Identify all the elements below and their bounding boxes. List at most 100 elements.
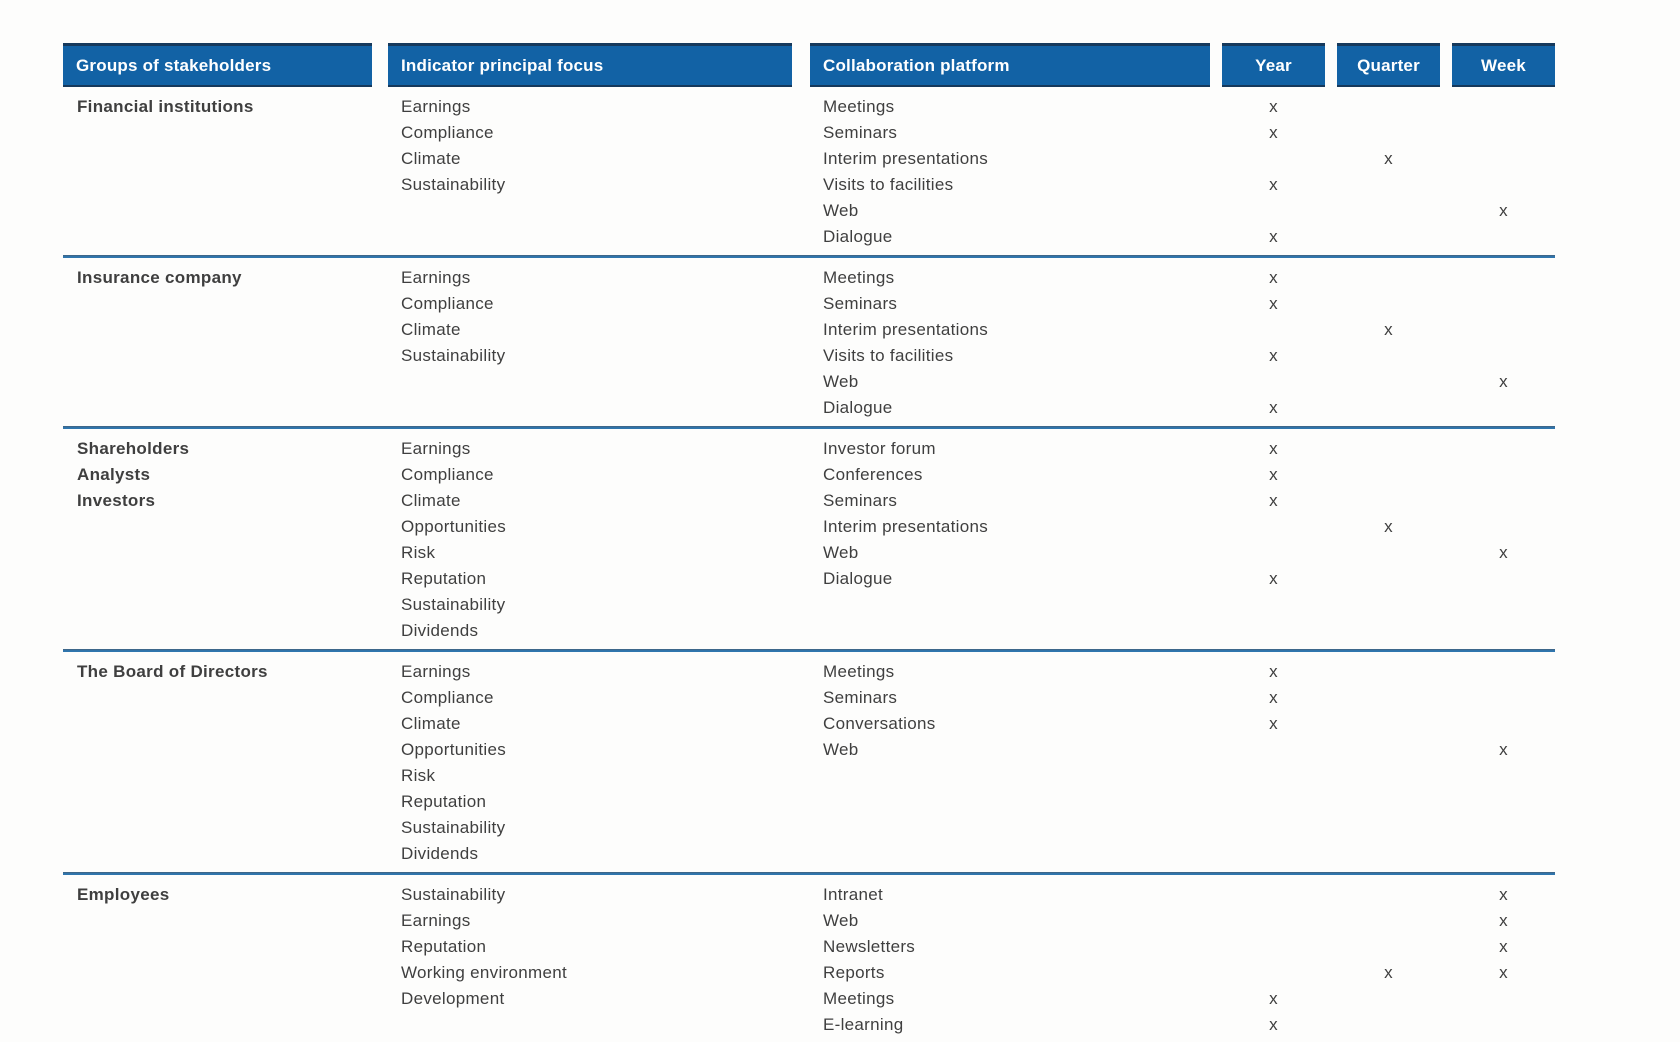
indicator-item [388, 1012, 792, 1038]
indicator-item: Climate [401, 320, 461, 339]
gap [792, 789, 810, 815]
week-mark [1452, 436, 1555, 462]
quarter-mark [1337, 815, 1440, 841]
indicator-item: Reputation [401, 569, 487, 588]
gap [1440, 172, 1452, 198]
quarter-mark [1337, 841, 1440, 867]
gap [792, 685, 810, 711]
gap [1440, 291, 1452, 317]
week-mark [1452, 592, 1555, 618]
indicator-item: Dividends [401, 621, 479, 640]
quarter-mark [1337, 789, 1440, 815]
gap [792, 618, 810, 644]
quarter-mark [1337, 737, 1440, 763]
gap [1210, 224, 1222, 250]
gap [1210, 146, 1222, 172]
group-name [63, 737, 372, 763]
group-name [63, 960, 372, 986]
platform-item: Seminars [823, 688, 898, 707]
year-mark: x [1269, 569, 1278, 588]
gap [1440, 395, 1452, 421]
table-row: Reputation Newsletters x [63, 934, 1555, 960]
group-name [63, 841, 372, 867]
gap [372, 960, 388, 986]
quarter-mark [1337, 265, 1440, 291]
gap [372, 265, 388, 291]
platform-item: Web [823, 372, 859, 391]
gap [372, 146, 388, 172]
gap [1325, 934, 1337, 960]
gap [1440, 763, 1452, 789]
group-separator-line [63, 426, 1555, 429]
table-row: Reputation [63, 789, 1555, 815]
gap [1440, 908, 1452, 934]
indicator-item: Reputation [401, 937, 487, 956]
quarter-mark [1337, 436, 1440, 462]
group-name [63, 763, 372, 789]
gap [1440, 789, 1452, 815]
table-row: Sustainability Visits to facilities x [63, 343, 1555, 369]
gap [1210, 618, 1222, 644]
gap [792, 369, 810, 395]
quarter-mark [1337, 566, 1440, 592]
gap [372, 986, 388, 1012]
table-row: Risk Web x [63, 540, 1555, 566]
gap [1325, 986, 1337, 1012]
indicator-item: Working environment [401, 963, 568, 982]
group-name: Analysts [77, 465, 151, 484]
gap [792, 540, 810, 566]
quarter-mark [1337, 1012, 1440, 1038]
year-mark [1222, 815, 1325, 841]
platform-item: Dialogue [823, 398, 893, 417]
gap [372, 882, 388, 908]
gap [1325, 291, 1337, 317]
week-mark [1452, 488, 1555, 514]
gap [792, 908, 810, 934]
stakeholder-group-block: Employees Sustainability Intranet x Earnings… [63, 875, 1555, 1042]
platform-item: Dialogue [823, 227, 893, 246]
indicator-item: Sustainability [401, 885, 506, 904]
group-name [63, 291, 372, 317]
quarter-mark [1337, 395, 1440, 421]
indicator-item: Earnings [401, 97, 471, 116]
gap [372, 369, 388, 395]
year-mark [1222, 934, 1325, 960]
gap [1440, 566, 1452, 592]
indicator-item: Sustainability [401, 346, 506, 365]
gap [792, 659, 810, 685]
table-row: Dialogue x [63, 224, 1555, 250]
group-name [63, 172, 372, 198]
week-mark [1452, 685, 1555, 711]
table-row: Compliance Seminars x [63, 291, 1555, 317]
gap [1210, 685, 1222, 711]
platform-item: Web [823, 911, 859, 930]
group-name: Financial institutions [77, 97, 254, 116]
gap [1210, 763, 1222, 789]
year-mark [1222, 960, 1325, 986]
week-mark [1452, 120, 1555, 146]
platform-item: Interim presentations [823, 320, 989, 339]
table-row: Earnings Web x [63, 908, 1555, 934]
gap [1325, 488, 1337, 514]
gap [1325, 789, 1337, 815]
quarter-mark: x [1384, 320, 1393, 339]
year-mark [1222, 369, 1325, 395]
header-cell-week: Week [1452, 43, 1555, 87]
gap [372, 1012, 388, 1038]
gap [1210, 488, 1222, 514]
quarter-mark [1337, 343, 1440, 369]
gap [372, 934, 388, 960]
gap [792, 343, 810, 369]
year-mark [1222, 618, 1325, 644]
week-mark [1452, 317, 1555, 343]
gap [1440, 343, 1452, 369]
table-row: Climate Interim presentations x [63, 146, 1555, 172]
indicator-item: Earnings [401, 911, 471, 930]
gap [1440, 737, 1452, 763]
gap [792, 711, 810, 737]
group-name [63, 198, 372, 224]
gap [1210, 659, 1222, 685]
gap [1210, 592, 1222, 618]
quarter-mark [1337, 908, 1440, 934]
gap [1440, 986, 1452, 1012]
